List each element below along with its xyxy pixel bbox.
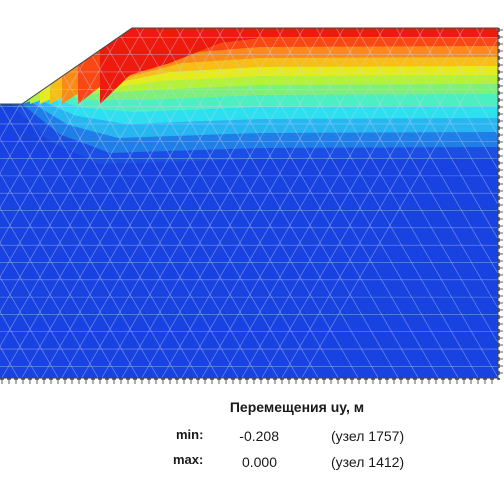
mesh-edge [0, 28, 106, 378]
band-orange [62, 28, 498, 104]
mesh-edge [114, 28, 341, 378]
mesh-edge [0, 28, 66, 378]
mesh-edge [379, 28, 498, 378]
mesh-edge [294, 28, 498, 378]
mesh-edge [94, 28, 321, 378]
fem-result-viewport[interactable] [0, 0, 504, 390]
mesh-edge [0, 28, 141, 378]
mesh-edge [0, 28, 46, 378]
mesh-edge [59, 28, 286, 378]
mesh-edge [134, 28, 361, 378]
mesh-edge [0, 28, 161, 378]
soil-boundary [0, 27, 499, 379]
mesh-edge [279, 28, 498, 378]
mesh-edge [0, 28, 166, 378]
mesh-edge [0, 28, 201, 378]
mesh-edge [254, 28, 481, 378]
mesh-edge [0, 28, 181, 378]
mesh-edge [359, 28, 498, 378]
legend-title: Перемещения uy, м [229, 399, 365, 415]
displacement-contour-plot[interactable] [0, 0, 504, 390]
max-node: (узел 1412) [331, 454, 405, 470]
mesh-edge [159, 28, 386, 378]
mesh-edge [14, 28, 241, 378]
min-value: -0.208 [239, 428, 279, 444]
mesh-edge [500, 0, 504, 390]
mesh-edge [0, 28, 146, 378]
min-label: min: [176, 427, 204, 442]
mesh-edge [339, 28, 498, 378]
mesh-edge [419, 28, 498, 378]
fixed-supports [1, 29, 503, 384]
mesh-edge [174, 28, 401, 378]
mesh-edge [319, 28, 498, 378]
mesh-edge [439, 28, 498, 378]
min-node: (узел 1757) [331, 428, 405, 444]
max-value: 0.000 [241, 454, 277, 470]
mesh-edge [239, 28, 466, 378]
mesh-edge [399, 28, 498, 378]
mesh-edge [0, 28, 186, 378]
mesh-edge [154, 28, 381, 378]
results-legend: Перемещения uy, м min: -0.208 (узел 1757… [0, 390, 504, 480]
mesh-edge [214, 28, 441, 378]
mesh-edge [299, 28, 498, 378]
mesh-edge [0, 28, 126, 378]
mesh-edge [74, 28, 301, 378]
mesh-edge [194, 28, 421, 378]
mesh-edge [0, 28, 221, 378]
mesh-edge [79, 28, 306, 378]
mesh-edge [139, 28, 366, 378]
mesh-edge [179, 28, 406, 378]
mesh-edge [54, 28, 281, 378]
mesh-edge [99, 28, 326, 378]
max-label: max: [173, 452, 204, 467]
mesh-edge [0, 28, 86, 378]
mesh-edge [219, 28, 446, 378]
mesh-edge [34, 28, 261, 378]
mesh-edge [234, 28, 461, 378]
mesh-edge [0, 28, 121, 378]
mesh-edge [199, 28, 426, 378]
mesh-edge [259, 28, 486, 378]
mesh-edge [274, 28, 498, 378]
mesh-edge [119, 28, 346, 378]
